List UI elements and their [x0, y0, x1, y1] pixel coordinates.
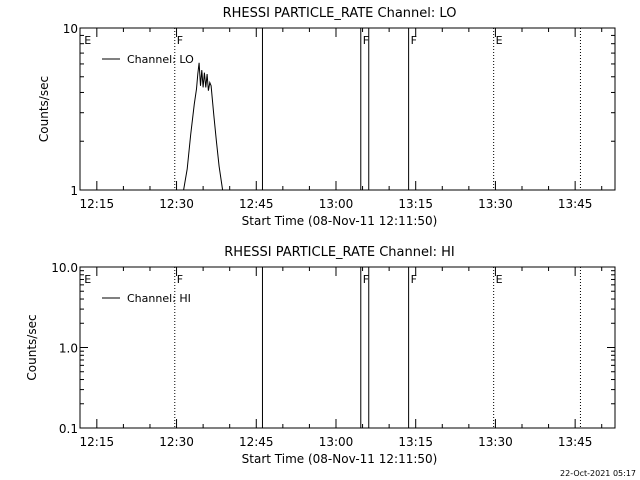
x-tick-label: 12:45	[239, 435, 274, 449]
x-tick-label: 13:00	[319, 197, 354, 211]
x-axis-label: Start Time (08-Nov-11 12:11:50)	[242, 214, 438, 228]
x-tick-label: 13:00	[319, 435, 354, 449]
event-marker-label: F	[411, 34, 417, 47]
event-marker-label: F	[177, 34, 183, 47]
x-tick-label: 12:15	[80, 197, 115, 211]
x-axis-label: Start Time (08-Nov-11 12:11:50)	[242, 452, 438, 466]
y-axis-label: Counts/sec	[37, 76, 51, 142]
event-marker-label: F	[363, 273, 369, 286]
event-marker-label: E	[496, 34, 503, 47]
x-tick-label: 12:15	[80, 435, 115, 449]
event-marker-label: F	[177, 273, 183, 286]
x-tick-label: 13:15	[398, 435, 433, 449]
lo-channel-panel: RHESSI PARTICLE_RATE Channel: LO 1 10 Count…	[37, 6, 616, 228]
y-tick-label: 1	[70, 184, 78, 198]
generation-timestamp: 22-Oct-2021 05:17	[560, 469, 636, 478]
event-marker-label: E	[84, 34, 91, 47]
y-axis-label: Counts/sec	[25, 314, 39, 380]
event-marker-label: F	[411, 273, 417, 286]
y-tick-label: 10.0	[51, 261, 78, 275]
x-tick-label: 13:45	[558, 435, 593, 449]
y-tick-label: 10	[63, 22, 78, 36]
legend-entry: Channel: LO	[127, 53, 194, 66]
x-tick-label: 12:30	[159, 435, 194, 449]
x-tick-label: 13:30	[478, 197, 513, 211]
data-series-line	[183, 62, 224, 191]
chart-title: RHESSI PARTICLE_RATE Channel: LO	[223, 6, 457, 21]
hi-channel-panel: RHESSI PARTICLE_RATE Channel: HI 0.1 1.0 10…	[25, 245, 616, 466]
x-tick-label: 12:45	[239, 197, 274, 211]
y-tick-label: 0.1	[59, 422, 78, 436]
event-marker-label: E	[496, 273, 503, 286]
plot-frame	[79, 27, 616, 191]
y-tick-label: 1.0	[59, 342, 78, 356]
legend-entry: Channel: HI	[127, 292, 191, 305]
chart-title: RHESSI PARTICLE_RATE Channel: HI	[224, 245, 454, 260]
x-tick-label: 13:15	[398, 197, 433, 211]
x-tick-label: 13:30	[478, 435, 513, 449]
event-marker-label: E	[84, 273, 91, 286]
x-tick-label: 13:45	[558, 197, 593, 211]
x-tick-label: 12:30	[159, 197, 194, 211]
event-marker-label: F	[363, 34, 369, 47]
